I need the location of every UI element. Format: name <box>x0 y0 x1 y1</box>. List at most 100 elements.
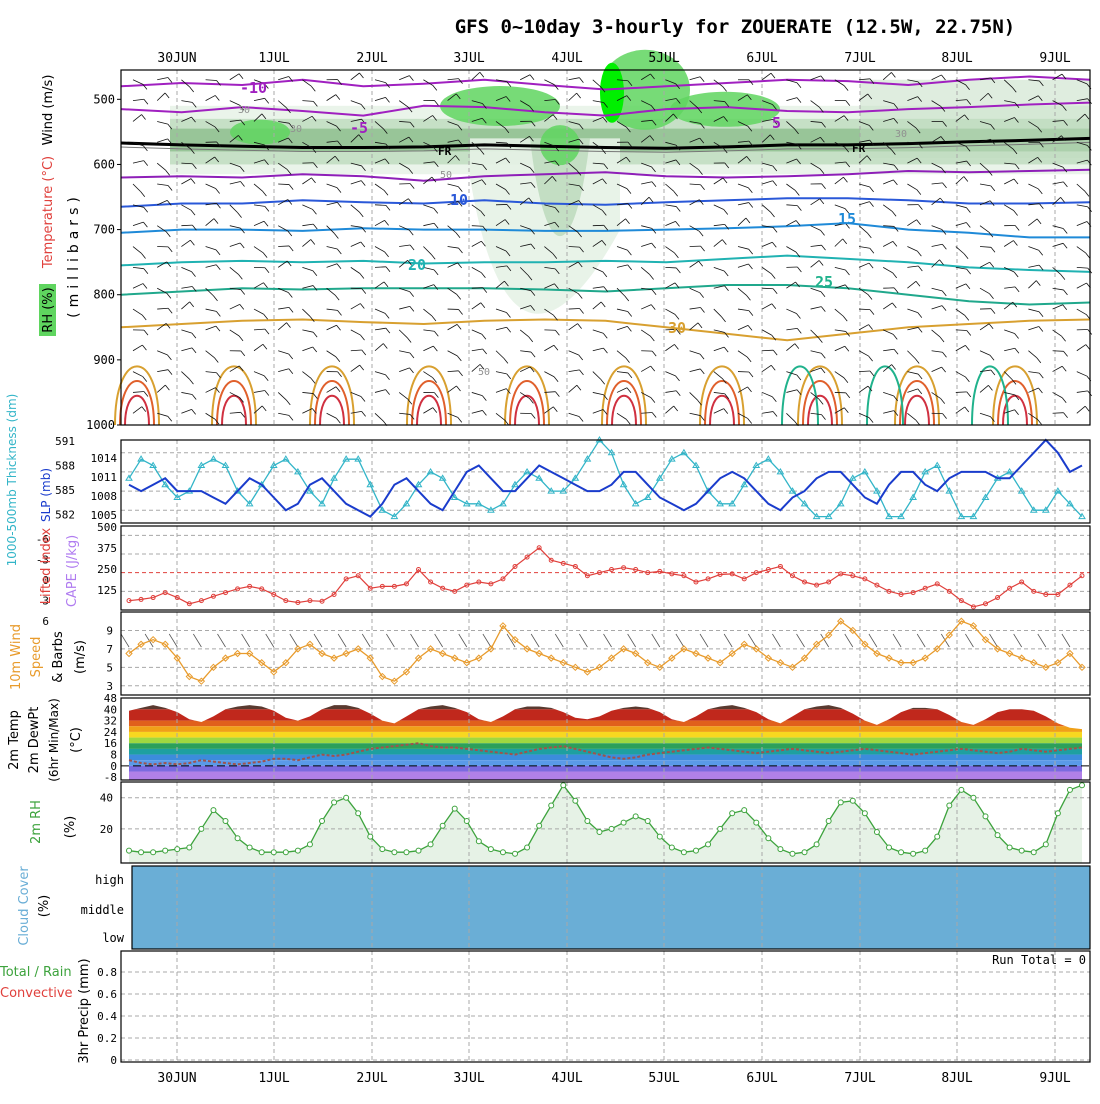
thickness-tick: 588 <box>55 460 75 473</box>
wind-barb <box>932 330 940 337</box>
wind-barb <box>665 406 673 413</box>
wind-barb <box>965 377 969 382</box>
wind-barb <box>230 182 241 184</box>
rh-contour-label: 30 <box>290 124 302 135</box>
rh2m-marker <box>235 836 240 841</box>
wind-barb <box>819 260 823 265</box>
wind-barb <box>433 85 437 90</box>
wind-barb <box>265 329 269 334</box>
pressure-tick-label: 900 <box>93 353 115 367</box>
wind-barb <box>311 378 315 383</box>
wind-barb <box>818 338 822 343</box>
wind-barb <box>472 241 482 246</box>
precip-tick: 0.6 <box>97 988 117 1001</box>
rh2m-marker <box>223 819 228 824</box>
wind-barb <box>168 370 172 375</box>
wind-barb <box>617 351 626 358</box>
wind-barb <box>206 351 215 358</box>
rh2m-marker <box>259 850 264 855</box>
wind-barb <box>433 408 437 413</box>
wind-barb <box>748 264 752 269</box>
wind-barb <box>206 184 216 188</box>
wind-barb <box>665 267 676 268</box>
wind-barb <box>1077 247 1086 253</box>
wind-barb <box>617 309 628 311</box>
wind-barb <box>932 367 942 371</box>
wind-barb <box>603 272 607 277</box>
wind-barb <box>578 294 582 299</box>
wind-barb <box>980 247 991 248</box>
wind-barb <box>738 325 748 329</box>
wind-barb <box>980 351 990 355</box>
wind-barb <box>990 294 994 299</box>
wind-barb <box>714 347 724 351</box>
wind-barb <box>907 281 916 288</box>
wind-barb <box>652 182 656 187</box>
wind-barb <box>278 413 289 415</box>
wind-barb <box>190 302 194 307</box>
wind-barb <box>747 357 751 362</box>
wind-barb <box>254 391 265 393</box>
isotherm-label: 30 <box>668 319 686 337</box>
wind-barb <box>1004 241 1013 247</box>
wind-barb <box>483 349 487 354</box>
wind-barb <box>482 410 486 415</box>
temp-band <box>121 738 1090 744</box>
temp-axis-label: (6hr Min/Max) <box>47 698 61 782</box>
wind-barb <box>883 241 893 246</box>
wind-barb <box>746 218 750 223</box>
wind-barb <box>520 351 531 352</box>
temp-band <box>121 766 1090 772</box>
wind-barb <box>674 344 678 349</box>
wind-barb <box>714 240 723 247</box>
wind-barb <box>846 101 850 106</box>
wind-barb <box>375 184 384 190</box>
rh2m-marker <box>1067 787 1072 792</box>
wind-barb <box>216 250 220 255</box>
rh2m-marker <box>380 847 385 852</box>
rh2m-marker <box>621 820 626 825</box>
wind-barb <box>822 415 826 420</box>
rh2m-marker <box>561 783 566 788</box>
wind-barb <box>892 365 896 370</box>
wind-barb <box>1039 373 1043 378</box>
wind-barb <box>431 254 435 259</box>
date-label-top: 9JUL <box>1039 51 1070 66</box>
wind-barb <box>748 387 752 392</box>
wind10-barb <box>266 634 274 647</box>
wind-barb <box>190 87 194 92</box>
lifted-index-marker <box>1080 574 1084 578</box>
cape-tick: 375 <box>97 542 117 555</box>
wind-barb <box>894 349 898 354</box>
wind-barb <box>795 344 799 349</box>
wind-barb <box>241 290 245 295</box>
wind-barb <box>216 326 220 331</box>
wind-barb <box>1004 287 1015 288</box>
thickness-tick: 585 <box>55 484 75 497</box>
rh2m-marker <box>778 847 783 852</box>
rh2m-marker <box>730 811 735 816</box>
wind-barb <box>593 80 601 87</box>
wind-barb <box>626 358 630 363</box>
precip-tick: 0.2 <box>97 1032 117 1045</box>
wind-barb <box>230 226 241 228</box>
wind-barb <box>385 220 389 225</box>
wind-barb <box>650 336 654 341</box>
wind-barb <box>883 303 892 309</box>
wind-barb <box>1077 345 1086 351</box>
precip-legend-total: Total / Rain <box>0 965 72 980</box>
wind-barb <box>133 391 144 392</box>
wind-barb <box>700 369 704 374</box>
wind-barb <box>843 239 847 244</box>
wind-barb <box>943 183 947 188</box>
wind-barb <box>676 268 680 273</box>
wind-barb <box>482 334 486 339</box>
wind-barb <box>811 351 822 353</box>
temperature-contour <box>222 396 246 425</box>
wind-barb <box>690 323 698 330</box>
wind-barb <box>942 306 946 311</box>
wind-barb <box>786 184 795 190</box>
wind-barb <box>966 222 970 227</box>
wind-barb <box>359 73 363 78</box>
wind-barb <box>1077 406 1085 413</box>
